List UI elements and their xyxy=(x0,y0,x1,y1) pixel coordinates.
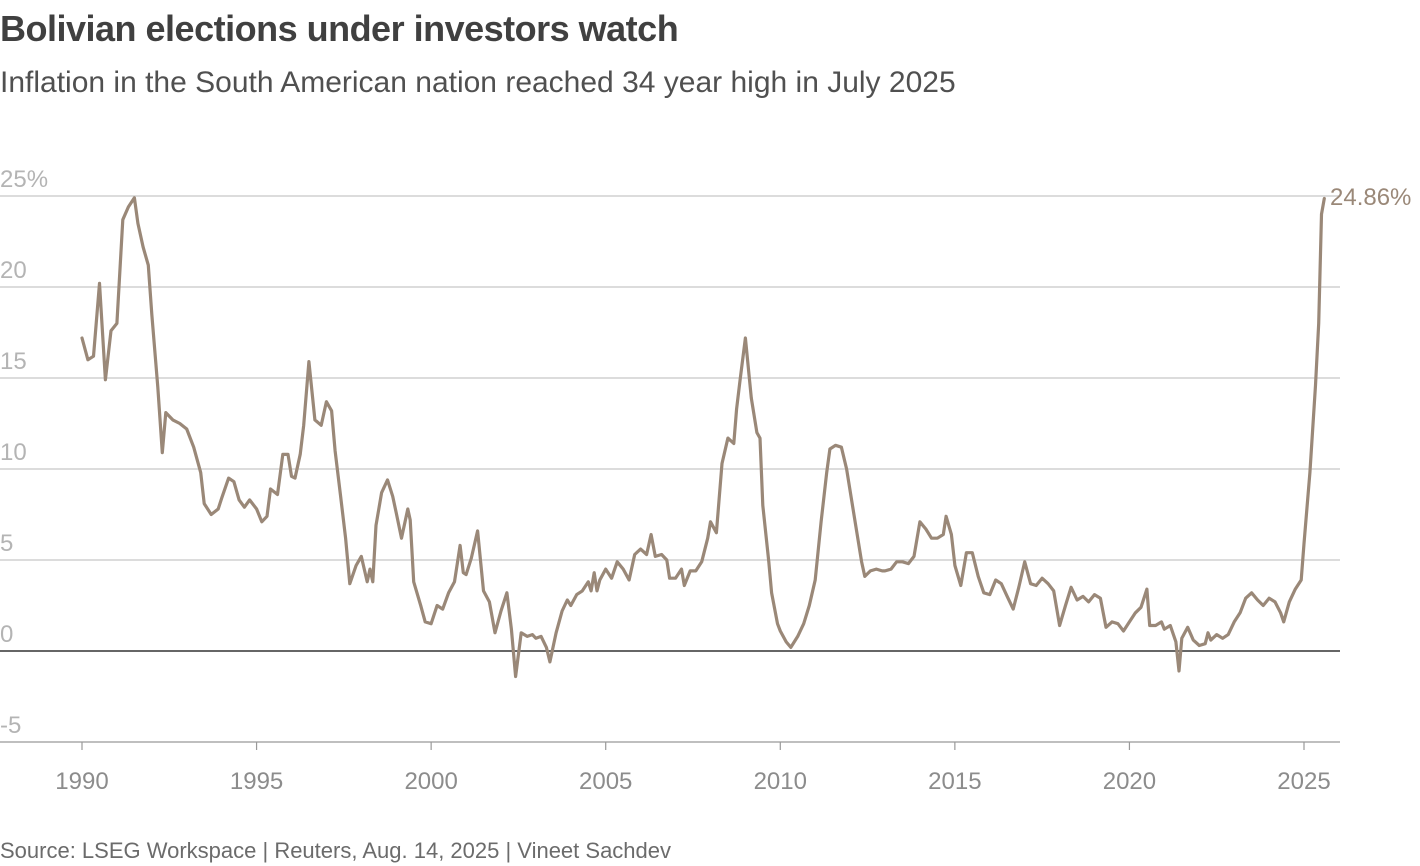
x-tick-label: 2020 xyxy=(1103,768,1156,795)
chart-subtitle: Inflation in the South American nation r… xyxy=(0,66,956,99)
series-layer xyxy=(80,196,1326,679)
y-tick-label: -5 xyxy=(0,712,21,739)
y-tick-label: 0 xyxy=(0,621,13,648)
y-tick-label: 20 xyxy=(0,257,27,284)
y-tick-label: 10 xyxy=(0,439,27,466)
grid-layer xyxy=(0,195,1340,652)
chart-title: Bolivian elections under investors watch xyxy=(0,8,679,49)
x-tick-label: 1990 xyxy=(55,768,108,795)
x-tick-label: 2010 xyxy=(754,768,807,795)
x-axis: 1990 1995 2000 2005 2010 2015 2020 2025 xyxy=(0,741,1340,795)
x-tick-label: 2000 xyxy=(404,768,457,795)
series-line-inflation xyxy=(80,196,1326,679)
x-tick-label: 2015 xyxy=(928,768,981,795)
x-tick-label: 1995 xyxy=(230,768,283,795)
y-axis-labels: 25% 20 15 10 5 0 -5 xyxy=(0,166,48,739)
source-note: Source: LSEG Workspace | Reuters, Aug. 1… xyxy=(0,838,672,863)
x-tick-label: 2005 xyxy=(579,768,632,795)
end-value-label: 24.86% xyxy=(1330,184,1411,211)
x-tick-label: 2025 xyxy=(1277,768,1330,795)
y-tick-label: 15 xyxy=(0,348,27,375)
y-tick-label: 5 xyxy=(0,530,13,557)
y-tick-label: 25% xyxy=(0,166,48,193)
